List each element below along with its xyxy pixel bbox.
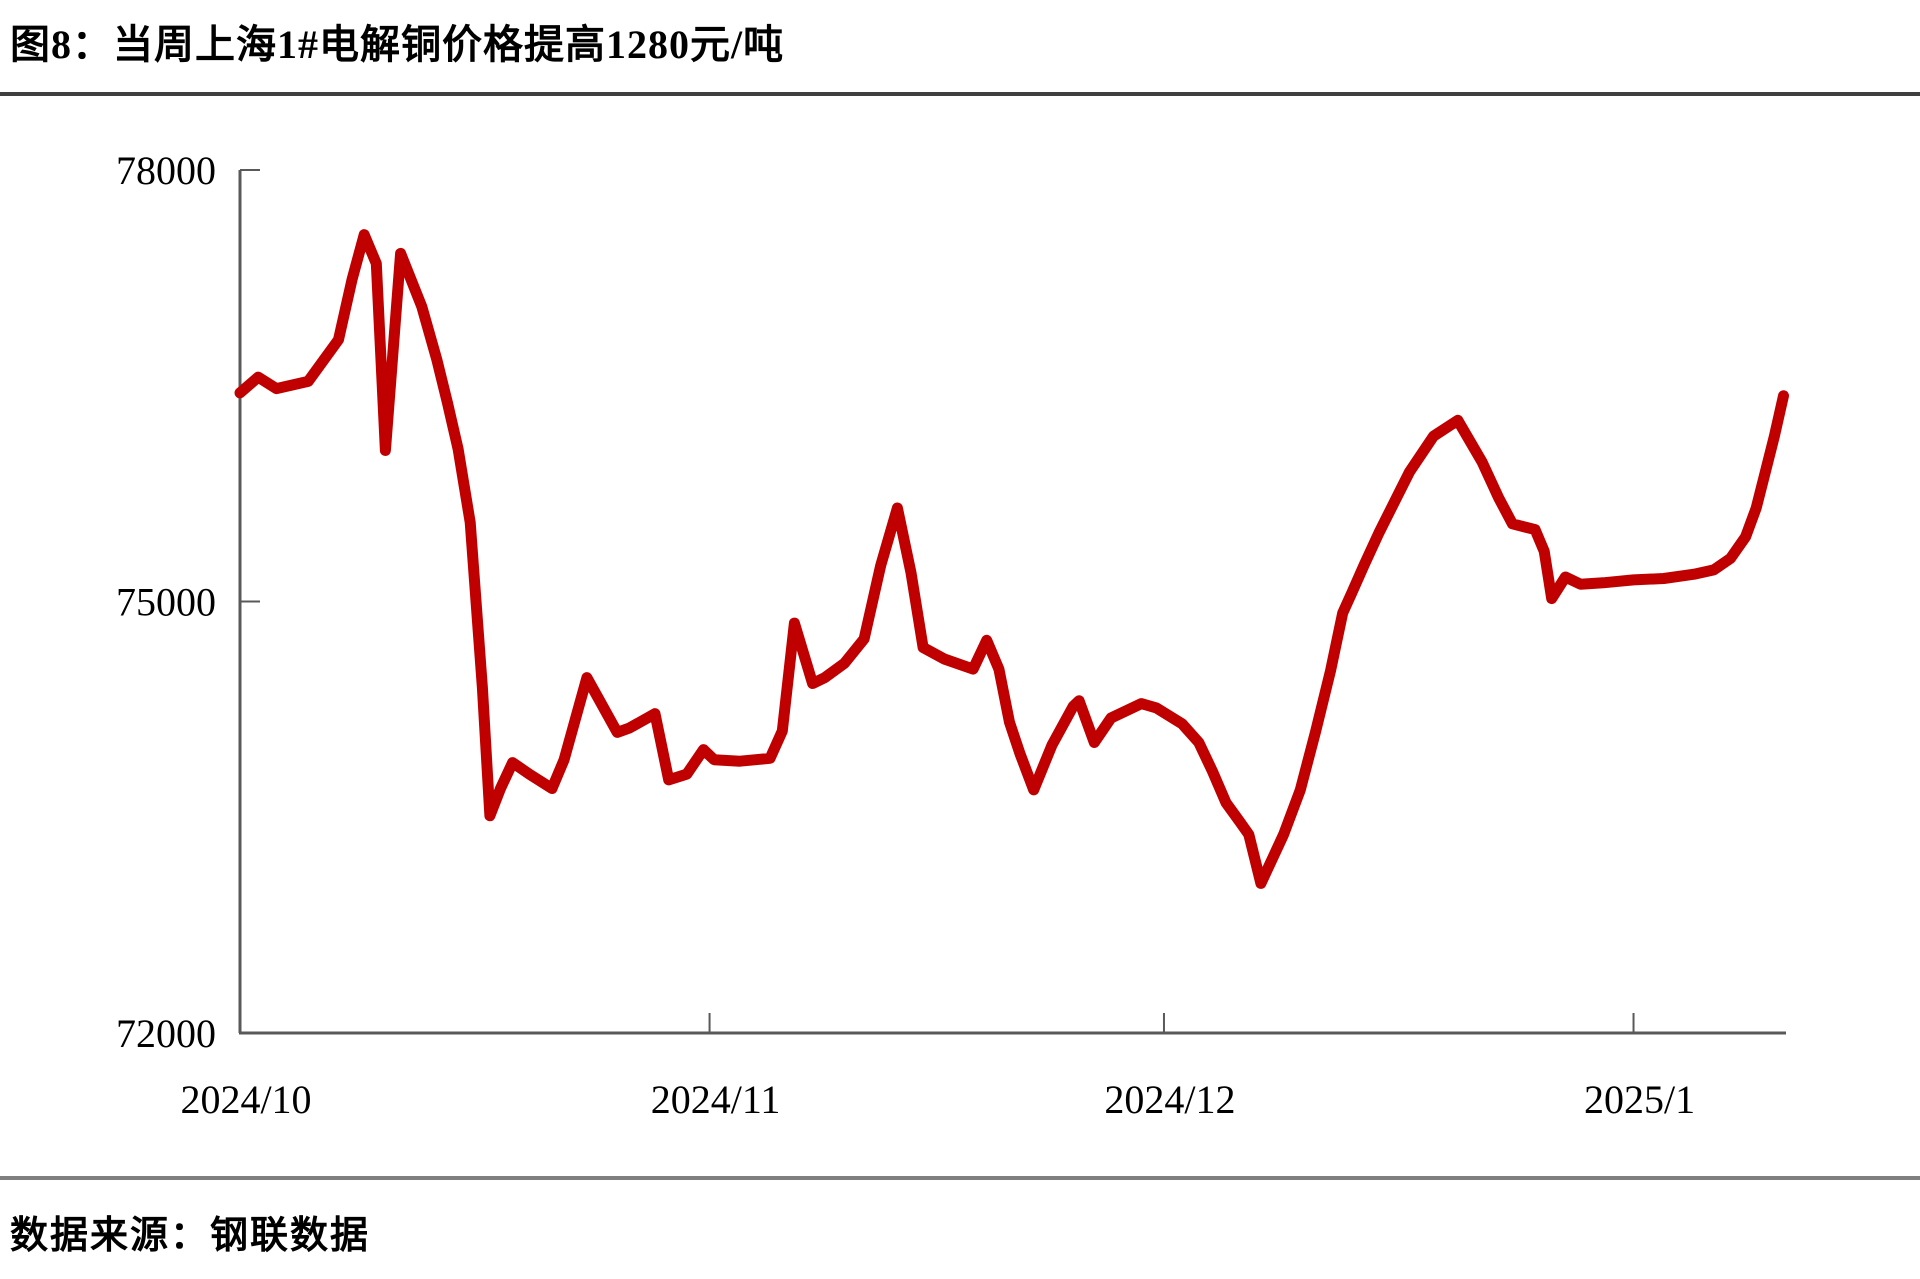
y-tick-label: 72000 (116, 1011, 216, 1056)
data-source: 数据来源：钢联数据 (10, 1215, 371, 1257)
title-divider (0, 92, 1920, 96)
x-tick-label: 2025/1 (1584, 1077, 1695, 1122)
y-tick-label: 75000 (116, 580, 216, 625)
footer-divider (0, 1176, 1920, 1180)
x-tick-label: 2024/10 (180, 1077, 311, 1122)
figure-title: 图8：当周上海1#电解铜价格提高1280元/吨 (10, 22, 785, 67)
x-tick-label: 2024/12 (1104, 1077, 1235, 1122)
y-tick-label: 78000 (116, 148, 216, 193)
x-tick-label: 2024/11 (651, 1077, 781, 1122)
price-line (234, 229, 1789, 889)
